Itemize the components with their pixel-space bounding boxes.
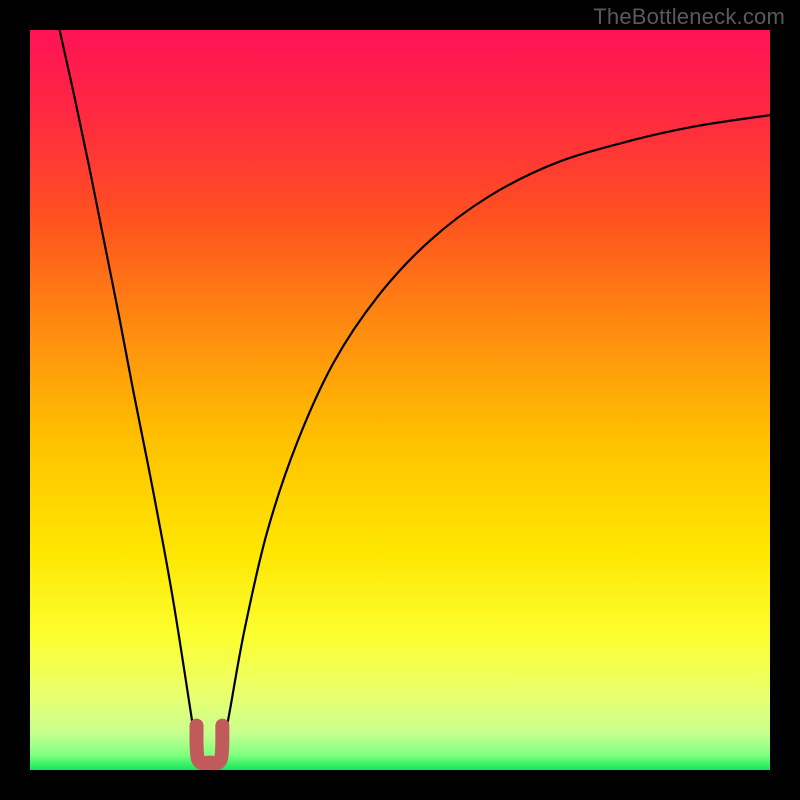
- chart-plot-background: [30, 30, 770, 770]
- bottleneck-chart-svg: [0, 0, 800, 800]
- bottleneck-chart-container: TheBottleneck.com: [0, 0, 800, 800]
- watermark-text: TheBottleneck.com: [593, 4, 785, 30]
